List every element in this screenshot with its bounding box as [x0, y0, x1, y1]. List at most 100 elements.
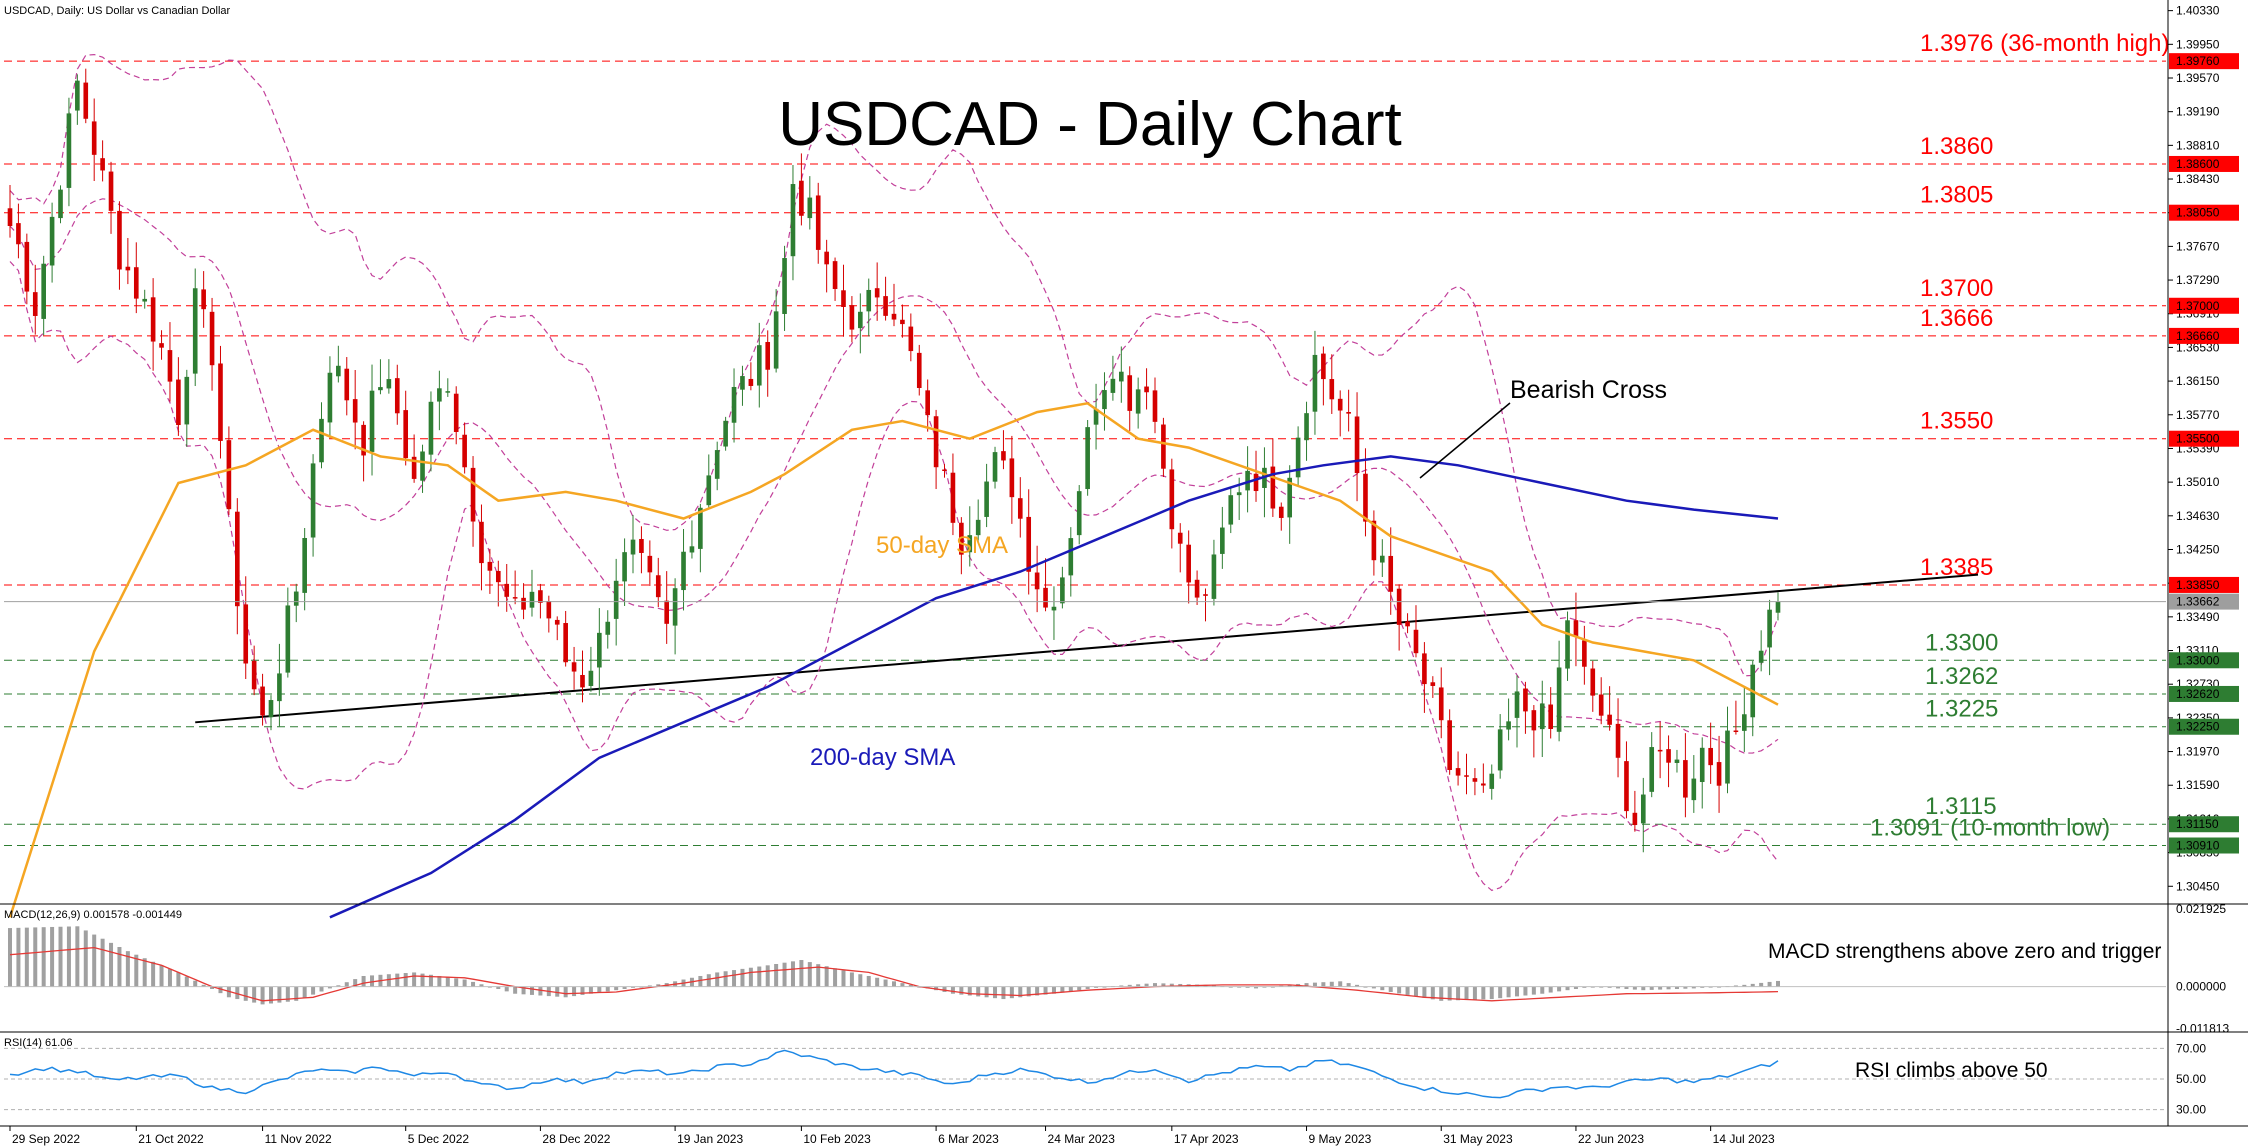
candle-body: [260, 686, 265, 716]
candle-body: [479, 521, 484, 564]
macd-histogram-bar: [100, 938, 105, 987]
rsi-tick-label: 50.00: [2176, 1072, 2206, 1086]
candle-body: [1422, 653, 1427, 685]
candle-body: [1354, 416, 1360, 474]
candle-body: [49, 216, 55, 266]
price-tick-label: 1.35770: [2176, 408, 2220, 422]
candle-body: [150, 297, 156, 342]
candle-body: [1321, 353, 1326, 380]
candle-body: [32, 292, 38, 316]
time-tick-label: 11 Nov 2022: [265, 1132, 332, 1146]
sma50-line: [8, 401, 1779, 918]
macd-histogram-bar: [41, 927, 46, 987]
macd-histogram-bar: [83, 930, 88, 987]
macd-histogram-bar: [336, 985, 341, 987]
candle-body: [1615, 723, 1621, 758]
macd-histogram-bar: [1388, 986, 1393, 992]
macd-histogram-bar: [24, 927, 29, 987]
candle-body: [1514, 691, 1520, 718]
macd-histogram-bar: [471, 981, 476, 987]
candle-body: [1135, 389, 1141, 414]
candle-body: [1455, 768, 1461, 776]
macd-histogram-bar: [1582, 986, 1587, 988]
macd-histogram-bar: [1649, 986, 1654, 990]
macd-histogram-bar: [555, 986, 560, 997]
macd-histogram-bar: [353, 979, 358, 987]
candle-body: [1017, 498, 1023, 519]
macd-histogram-bar: [109, 942, 114, 987]
candle-body: [942, 469, 947, 471]
price-tick-label: 1.33490: [2176, 610, 2220, 624]
candle-body: [420, 451, 425, 481]
candle-body: [858, 311, 863, 329]
macd-histogram-bar: [1624, 986, 1629, 989]
macd-histogram-bar: [1422, 986, 1427, 998]
macd-histogram-bar: [1515, 986, 1520, 997]
level-label: 1.3805: [1920, 182, 1993, 209]
macd-histogram-bar: [201, 984, 206, 987]
macd-histogram-bar: [1607, 986, 1612, 988]
candle-body: [605, 621, 611, 635]
candle-body: [512, 597, 518, 599]
rsi-line: [9, 1049, 1779, 1099]
candle-body: [1716, 762, 1722, 786]
candle-body: [327, 372, 333, 423]
price-tick-label: 1.40330: [2176, 4, 2220, 18]
macd-histogram-bar: [1700, 986, 1705, 988]
candle-body: [655, 575, 661, 598]
candle-body: [1657, 749, 1663, 752]
time-tick-label: 9 May 2023: [1309, 1132, 1372, 1146]
macd-histogram-bar: [1077, 986, 1082, 991]
candle-body: [529, 591, 535, 608]
price-tick-label: 1.38430: [2176, 172, 2220, 186]
candle-body: [1775, 601, 1781, 613]
candle-body: [1539, 703, 1545, 730]
level-tag-label: 1.30910: [2176, 839, 2220, 853]
candle-body: [1211, 554, 1217, 599]
macd-signal-line: [9, 946, 1779, 1002]
macd-histogram-bar: [622, 986, 627, 989]
macd-histogram-bar: [1321, 982, 1326, 987]
candle-body: [369, 390, 375, 452]
candle-body: [361, 424, 366, 456]
candle-body: [1034, 572, 1040, 590]
price-tick-label: 1.37290: [2176, 273, 2220, 287]
macd-histogram-bar: [521, 986, 526, 995]
current-price-label: 1.33662: [2176, 595, 2220, 609]
candle-body: [571, 662, 577, 672]
level-tag-label: 1.36660: [2176, 329, 2220, 343]
rsi-comment: RSI climbs above 50: [1855, 1059, 2048, 1082]
candle-body: [1590, 668, 1596, 696]
level-tag: [2169, 327, 2239, 344]
macd-histogram-bar: [757, 966, 762, 987]
macd-histogram-bar: [66, 926, 71, 987]
candle-body: [1438, 687, 1444, 721]
candle-body: [1733, 730, 1739, 733]
candle-body: [1220, 527, 1225, 554]
candle-body: [1076, 491, 1082, 536]
level-label: 1.3700: [1920, 275, 1993, 302]
macd-histogram-bar: [1674, 986, 1679, 989]
time-tick-label: 10 Feb 2023: [803, 1132, 871, 1146]
candle-body: [874, 288, 880, 298]
candle-body: [1413, 629, 1419, 654]
price-tick-label: 1.38810: [2176, 138, 2220, 152]
candle-body: [748, 378, 754, 386]
candle-body: [756, 345, 762, 386]
price-tick-label: 1.36150: [2176, 374, 2220, 388]
macd-histogram-bar: [386, 974, 391, 987]
candle-body: [1253, 473, 1259, 492]
macd-histogram-bar: [344, 982, 349, 987]
time-axis: 29 Sep 2022 21 Oct 2022 11 Nov 2022 5 Dec 2…: [9, 1126, 1775, 1146]
macd-histogram-bar: [1447, 986, 1452, 1001]
candle-body: [959, 522, 964, 555]
level-tag-label: 1.38600: [2176, 157, 2220, 171]
macd-histogram-bar: [580, 986, 585, 995]
candle-body: [597, 632, 602, 668]
macd-histogram-bar: [151, 961, 156, 987]
macd-histogram-bar: [268, 986, 273, 1004]
macd-histogram-bar: [1641, 986, 1646, 991]
rsi-panel: [4, 1047, 2166, 1111]
macd-histogram-bar: [1506, 986, 1511, 998]
time-tick-label: 5 Dec 2022: [408, 1132, 470, 1146]
